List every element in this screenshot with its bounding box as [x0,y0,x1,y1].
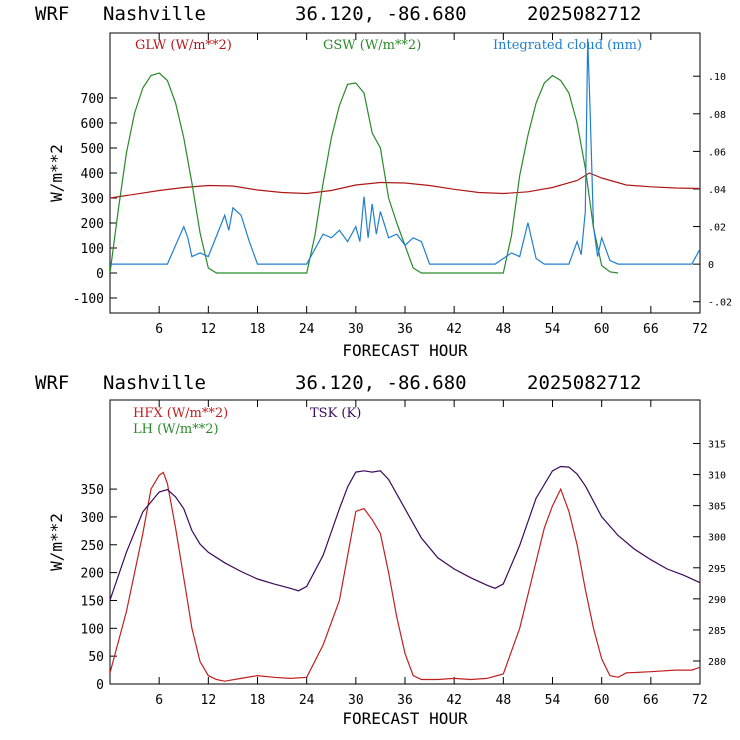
top-title-part: Nashville [103,3,206,25]
bottom-y-tick-label: 150 [81,594,104,609]
top-title-part: 36.120, -86.680 [295,3,467,25]
top-x-tick-label: 72 [692,322,708,337]
bottom-x-tick-label: 66 [643,693,659,708]
top-x-tick-label: 6 [155,322,163,337]
top-y-tick-label: 600 [81,117,104,132]
bottom-x-tick-label: 36 [397,693,413,708]
bottom-x-axis-label: FORECAST HOUR [342,709,468,728]
top-series-glw-legend: GLW (W/m**2) [135,38,232,53]
bottom-title-part: Nashville [103,372,206,394]
bottom-y2-tick-label: 295 [708,564,726,575]
bottom-y-tick-label: 0 [96,678,104,693]
bottom-x-tick-label: 24 [299,693,315,708]
top-y2-tick-label: .04 [708,185,726,196]
bottom-series-tsk-line [110,465,700,601]
top-x-tick-label: 48 [496,322,512,337]
top-y-axis-label: W/m**2 [47,144,66,202]
bottom-series-tsk-legend: TSK (K) [310,406,361,421]
top-series-glw-line [110,172,700,199]
bottom-title-part: 2025082712 [527,372,641,394]
bottom-y2-tick-label: 290 [708,595,726,606]
top-y-tick-label: 700 [81,92,104,107]
bottom-x-tick-label: 12 [201,693,217,708]
top-y-tick-label: 100 [81,242,104,257]
bottom-x-tick-label: 48 [496,693,512,708]
top-series-gsw-line [110,72,619,274]
bottom-series-hfx-legend: HFX (W/m**2) [133,406,228,421]
bottom-y2-tick-label: 300 [708,533,726,544]
bottom-title-part: 36.120, -86.680 [295,372,467,394]
top-series-gsw-legend: GSW (W/m**2) [323,38,421,53]
top-y2-tick-label: .08 [708,110,726,121]
bottom-y-tick-label: 50 [88,650,104,665]
bottom-series-lh-legend: LH (W/m**2) [133,422,219,437]
bottom-panel: WRF Nashville 36.120, -86.680 2025082712 6 12… [35,372,726,728]
top-x-tick-label: 42 [446,322,462,337]
bottom-y-axis-label: W/m**2 [47,513,66,571]
bottom-x-tick-label: 60 [594,693,610,708]
bottom-y2-tick-label: 315 [708,440,726,451]
top-x-tick-label: 12 [201,322,217,337]
bottom-y-tick-label: 100 [81,622,104,637]
top-title-part: 2025082712 [527,3,641,25]
top-y-tick-label: 400 [81,167,104,182]
top-series-integrated-legend: Integrated cloud (mm) [493,38,642,53]
top-y2-tick-label: .02 [708,223,726,234]
bottom-y2-tick-label: 280 [708,657,726,668]
top-y-tick-label: 0 [96,267,104,282]
bottom-series-hfx-line [110,471,700,682]
bottom-x-tick-label: 42 [446,693,462,708]
top-x-axis-label: FORECAST HOUR [342,341,468,360]
top-x-tick-label: 36 [397,322,413,337]
top-title-part: WRF [35,3,69,25]
bottom-x-tick-label: 54 [545,693,561,708]
bottom-y2-tick-label: 305 [708,502,726,513]
bottom-y-tick-label: 300 [81,511,104,526]
bottom-x-tick-label: 30 [348,693,364,708]
bottom-x-tick-label: 18 [250,693,266,708]
top-x-tick-label: 54 [545,322,561,337]
top-series-integrated-line [110,38,700,265]
top-plot-frame [109,32,701,314]
top-x-tick-label: 60 [594,322,610,337]
top-y2-tick-label: 0 [708,260,714,271]
top-x-tick-label: 66 [643,322,659,337]
top-x-tick-label: 30 [348,322,364,337]
top-y-tick-label: -100 [73,292,104,307]
bottom-y2-tick-label: 310 [708,471,726,482]
top-y2-tick-label: .10 [708,72,726,83]
top-y2-tick-label: -.02 [708,298,732,309]
bottom-title-part: WRF [35,372,69,394]
top-y-tick-label: 200 [81,217,104,232]
top-y-tick-label: 500 [81,142,104,157]
top-x-tick-label: 18 [250,322,266,337]
top-panel: WRF Nashville 36.120, -86.680 2025082712 6 12… [35,3,732,360]
bottom-x-tick-label: 6 [155,693,163,708]
bottom-y-tick-label: 250 [81,539,104,554]
bottom-y-tick-label: 350 [81,483,104,498]
bottom-y2-tick-label: 285 [708,626,726,637]
bottom-x-tick-label: 72 [692,693,708,708]
bottom-y-tick-label: 200 [81,567,104,582]
top-y-tick-label: 300 [81,192,104,207]
top-x-tick-label: 24 [299,322,315,337]
top-y2-tick-label: .06 [708,147,726,158]
